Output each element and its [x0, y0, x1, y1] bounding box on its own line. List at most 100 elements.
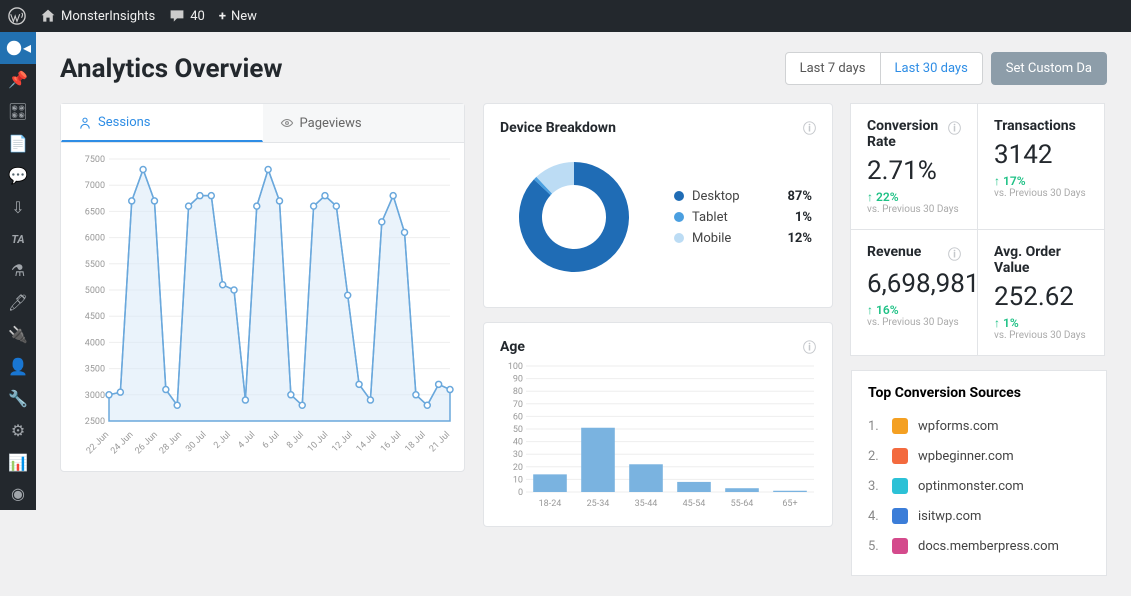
source-row[interactable]: 2. wpbeginner.com: [868, 441, 1090, 471]
svg-text:4 Jul: 4 Jul: [236, 430, 257, 451]
sidebar-insights[interactable]: 📊: [0, 446, 36, 478]
sidebar-pin[interactable]: 📌: [0, 64, 36, 96]
metric-change: ↑ 17%: [994, 174, 1088, 188]
last-30-button[interactable]: Last 30 days: [881, 52, 983, 85]
legend-value: 12%: [757, 231, 812, 246]
sidebar-tools[interactable]: 🔧: [0, 382, 36, 414]
svg-text:4500: 4500: [85, 312, 105, 322]
source-row[interactable]: 1. wpforms.com: [868, 411, 1090, 441]
home-icon[interactable]: MonsterInsights: [40, 8, 155, 24]
svg-text:18-24: 18-24: [539, 499, 562, 509]
svg-text:50: 50: [513, 425, 523, 435]
svg-text:28 Jun: 28 Jun: [158, 430, 184, 456]
sessions-chart: 2500300035004000450050005500600065007000…: [71, 151, 456, 461]
sidebar-appearance[interactable]: 🖊: [0, 287, 36, 319]
metric-value: 3142: [994, 140, 1088, 170]
metric-change: ↑ 22%: [867, 190, 961, 204]
sources-title: Top Conversion Sources: [868, 385, 1090, 401]
custom-date-button[interactable]: Set Custom Da: [991, 52, 1107, 85]
svg-text:7500: 7500: [85, 155, 105, 165]
svg-text:6500: 6500: [85, 207, 105, 217]
source-icon: [892, 418, 908, 434]
sources-panel: Top Conversion Sources 1. wpforms.com 2.…: [851, 370, 1107, 576]
source-row[interactable]: 3. optinmonster.com: [868, 471, 1090, 501]
svg-text:14 Jul: 14 Jul: [355, 430, 379, 454]
metric-label: Revenue: [867, 244, 921, 263]
metric-sub: vs. Previous 30 Days: [994, 188, 1088, 199]
source-name: isitwp.com: [918, 509, 981, 524]
legend-dot: [674, 191, 684, 201]
svg-text:35-44: 35-44: [635, 499, 658, 509]
sidebar-dashboard[interactable]: ◂: [0, 32, 36, 64]
info-icon[interactable]: ⓘ: [948, 244, 961, 263]
source-name: wpbeginner.com: [918, 449, 1014, 464]
device-legend: Desktop87%Tablet1%Mobile12%: [674, 183, 812, 252]
new-item[interactable]: +New: [219, 9, 257, 24]
legend-dot: [674, 212, 684, 222]
plus-icon: +: [219, 9, 226, 24]
metric-change: ↑ 1%: [994, 316, 1088, 330]
source-row[interactable]: 5. docs.memberpress.com: [868, 531, 1090, 561]
source-icon: [892, 448, 908, 464]
svg-text:0: 0: [518, 488, 523, 498]
sidebar-pages[interactable]: 📄: [0, 128, 36, 160]
legend-row: Desktop87%: [674, 189, 812, 204]
tab-pageviews[interactable]: Pageviews: [263, 104, 465, 142]
source-rank: 1.: [868, 419, 882, 434]
svg-text:16 Jul: 16 Jul: [379, 430, 403, 454]
metric-card: Revenueⓘ 6,698,981 ↑ 16% vs. Previous 30…: [850, 229, 978, 356]
metric-sub: vs. Previous 30 Days: [994, 330, 1088, 341]
comments-item[interactable]: 40: [169, 8, 205, 24]
sources-list: 1. wpforms.com 2. wpbeginner.com 3. opti…: [868, 411, 1090, 561]
sidebar-plugins[interactable]: 🔌: [0, 319, 36, 351]
device-title: Device Breakdown: [500, 120, 616, 136]
source-icon: [892, 508, 908, 524]
svg-text:18 Jul: 18 Jul: [403, 430, 427, 454]
source-name: wpforms.com: [918, 419, 999, 434]
sidebar-media[interactable]: 🎛: [0, 96, 36, 128]
metric-value: 6,698,981: [867, 269, 961, 299]
tab-sessions[interactable]: Sessions: [61, 104, 263, 142]
svg-text:25-34: 25-34: [587, 499, 610, 509]
sidebar-settings[interactable]: ⚙: [0, 414, 36, 446]
sidebar-users[interactable]: 👤: [0, 351, 36, 383]
age-panel: Ageⓘ 010203040506070809010018-2425-3435-…: [483, 322, 833, 527]
sidebar-download[interactable]: ⇩: [0, 191, 36, 223]
metric-sub: vs. Previous 30 Days: [867, 317, 961, 328]
sidebar-ta[interactable]: TA: [0, 223, 36, 255]
legend-row: Tablet 1%: [674, 210, 812, 225]
metric-label: Conversion Rate: [867, 118, 948, 150]
svg-text:26 Jun: 26 Jun: [133, 430, 159, 456]
metric-value: 252.62: [994, 282, 1088, 312]
page-title: Analytics Overview: [60, 54, 282, 84]
info-icon[interactable]: ⓘ: [803, 118, 816, 137]
info-icon[interactable]: ⓘ: [803, 337, 816, 356]
svg-text:4000: 4000: [85, 338, 105, 348]
source-icon: [892, 538, 908, 554]
legend-value: 1%: [765, 210, 812, 225]
info-icon[interactable]: ⓘ: [948, 118, 961, 150]
sidebar-flask[interactable]: ⚗: [0, 255, 36, 287]
svg-text:12 Jul: 12 Jul: [330, 430, 354, 454]
metrics-grid: Conversion Rateⓘ 2.71% ↑ 22% vs. Previou…: [851, 103, 1107, 356]
svg-text:5000: 5000: [85, 286, 105, 296]
comments-count: 40: [190, 9, 205, 24]
last-7-button[interactable]: Last 7 days: [785, 52, 881, 85]
source-row[interactable]: 4. isitwp.com: [868, 501, 1090, 531]
svg-text:20: 20: [513, 463, 523, 473]
sidebar-comments[interactable]: 💬: [0, 159, 36, 191]
wp-logo[interactable]: [8, 7, 26, 25]
svg-text:5500: 5500: [85, 260, 105, 270]
source-rank: 3.: [868, 479, 882, 494]
svg-text:6000: 6000: [85, 234, 105, 244]
svg-text:2500: 2500: [85, 417, 105, 427]
sidebar-circle[interactable]: ◉: [0, 478, 36, 510]
legend-label: Tablet: [692, 210, 728, 225]
svg-text:7000: 7000: [85, 181, 105, 191]
svg-text:70: 70: [513, 400, 523, 410]
wp-admin-bar: MonsterInsights 40 +New: [0, 0, 1131, 32]
svg-text:60: 60: [513, 412, 523, 422]
svg-text:80: 80: [513, 387, 523, 397]
wp-sidebar: ◂ 📌 🎛 📄 💬 ⇩ TA ⚗ 🖊 🔌 👤 🔧 ⚙ 📊 ◉: [0, 32, 36, 510]
svg-text:22 Jun: 22 Jun: [85, 430, 111, 456]
